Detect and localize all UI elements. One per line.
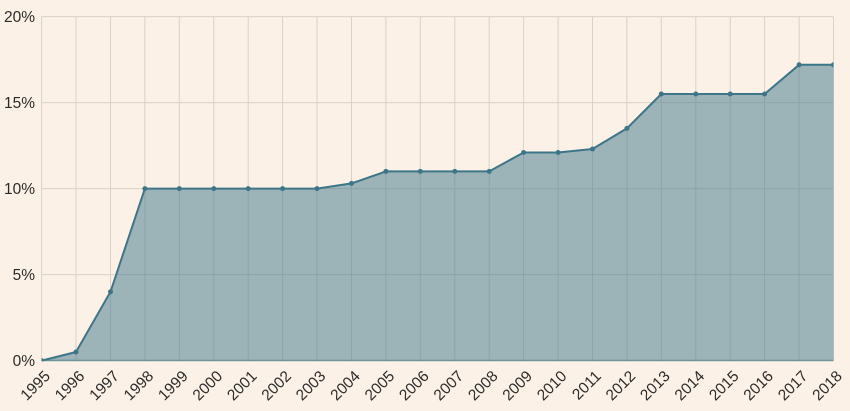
svg-text:10%: 10% bbox=[4, 181, 35, 198]
svg-text:5%: 5% bbox=[13, 267, 36, 284]
svg-text:20%: 20% bbox=[4, 9, 35, 26]
svg-text:15%: 15% bbox=[4, 95, 35, 112]
svg-text:0%: 0% bbox=[13, 353, 36, 370]
